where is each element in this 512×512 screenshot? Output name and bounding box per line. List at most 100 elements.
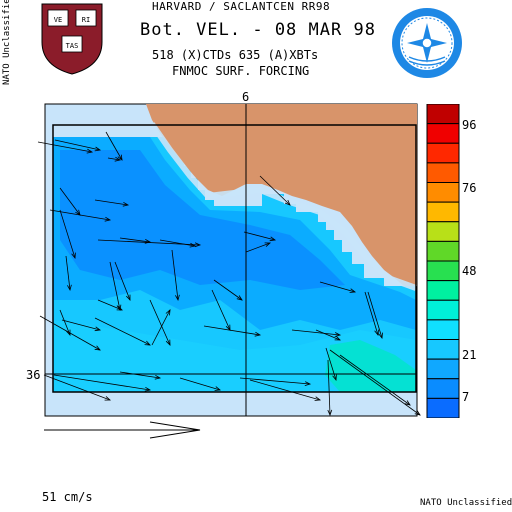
velocity-arrowhead: [254, 331, 262, 337]
velocity-arrowhead: [332, 374, 337, 382]
harvard-shield-icon: VE RI TAS: [41, 3, 103, 75]
header-subtitle: Bot. VEL. - 08 MAR 98: [140, 20, 376, 40]
velocity-vectors: [37, 131, 421, 417]
velocity-vector: [327, 359, 331, 416]
velocity-arrowhead: [67, 284, 72, 292]
classification-bottom: NATO Unclassified: [420, 498, 512, 508]
header-forcing: FNMOC SURF. FORCING: [172, 64, 310, 78]
header-obs-count: 518 (X)CTDs 635 (A)XBTs: [152, 48, 319, 62]
colorbar-level: [426, 162, 460, 184]
velocity-vector: [94, 317, 151, 346]
velocity-vector: [59, 209, 76, 259]
velocity-arrowhead: [165, 339, 171, 346]
domain-frame: [52, 124, 417, 393]
velocity-arrowhead: [144, 340, 151, 346]
velocity-arrowhead: [314, 396, 322, 401]
saclantcen-emblem-icon: [392, 8, 462, 78]
colorbar-level: [426, 142, 460, 164]
velocity-arrowhead: [225, 324, 231, 331]
velocity-vector: [97, 299, 123, 311]
velocity-vector: [114, 261, 131, 301]
colorbar-level: [426, 221, 460, 242]
colorbar-level: [426, 123, 460, 144]
colorbar-level: [426, 182, 460, 203]
colorbar-label-96: 96: [462, 118, 477, 132]
velocity-arrowhead: [194, 242, 202, 248]
velocity-vector: [39, 315, 101, 351]
colorbar-level: [426, 339, 460, 360]
colorbar-level: [426, 240, 460, 262]
scale-vector: [44, 421, 201, 439]
colorbar-level: [426, 280, 460, 301]
colorbar-level: [426, 201, 460, 223]
lon-tick-label: 6: [242, 90, 250, 104]
velocity-vector: [179, 377, 221, 391]
velocity-arrowhead: [334, 335, 341, 341]
velocity-arrowhead: [165, 309, 171, 316]
coastal-shelf: [149, 122, 418, 291]
velocity-vector: [59, 187, 81, 216]
velocity-vector: [203, 325, 261, 336]
velocity-arrowhead: [94, 146, 102, 152]
velocity-arrowhead: [404, 400, 411, 406]
velocity-vector: [325, 347, 337, 381]
colorbar-level: [426, 378, 460, 399]
velocity-arrowhead: [94, 326, 102, 332]
velocity-vector: [243, 231, 276, 241]
velocity-arrowhead: [214, 386, 222, 391]
velocity-vector: [49, 209, 111, 221]
velocity-vector: [65, 255, 71, 291]
velocity-arrowhead: [414, 410, 421, 416]
scale-label: 51 cm/s: [42, 490, 93, 504]
colorbar-label-21: 21: [462, 348, 477, 362]
velocity-arrowhead: [349, 288, 357, 293]
lat-tick-label: 36: [26, 368, 41, 382]
velocity-vector: [37, 141, 93, 153]
velocity-arrowhead: [327, 409, 333, 417]
velocity-vector: [107, 157, 121, 161]
velocity-vector: [213, 279, 243, 301]
velocity-vector: [159, 239, 196, 247]
header-title: HARVARD / SACLANTCEN RR98: [152, 0, 331, 13]
colorbar-level: [426, 358, 460, 380]
velocity-vector: [315, 329, 341, 341]
colorbar-level: [426, 299, 460, 321]
velocity-vector: [367, 291, 383, 339]
colorbar: [426, 104, 460, 418]
velocity-vector: [53, 374, 151, 391]
velocity-arrowhead: [116, 305, 123, 311]
velocity-vector: [119, 237, 151, 243]
velocity-arrowhead: [114, 156, 122, 162]
velocity-arrowhead: [117, 154, 123, 161]
velocity-arrowhead: [154, 374, 162, 380]
velocity-arrowhead: [94, 345, 101, 351]
velocity-vector: [171, 249, 179, 301]
velocity-arrowhead: [304, 381, 312, 386]
velocity-vector: [319, 281, 356, 293]
colorbar-label-48: 48: [462, 264, 477, 278]
velocity-arrowhead: [104, 216, 112, 222]
velocity-vector: [61, 319, 101, 331]
velocity-vector: [151, 309, 171, 346]
velocity-vector: [291, 329, 341, 336]
velocity-arrowhead: [374, 329, 379, 337]
velocity-arrowhead: [122, 201, 130, 207]
velocity-arrowhead: [284, 199, 291, 206]
velocity-vector: [105, 131, 123, 161]
harvard-text-ri: RI: [82, 16, 90, 24]
water-deepest-zone: [60, 150, 345, 290]
velocity-arrowhead: [104, 396, 112, 401]
velocity-vector: [249, 379, 321, 401]
velocity-vector: [239, 377, 311, 385]
velocity-arrowhead: [86, 148, 94, 154]
velocity-arrowhead: [378, 332, 383, 340]
land-area: [146, 104, 417, 286]
velocity-vector: [245, 242, 271, 253]
velocity-vector: [329, 349, 421, 416]
velocity-arrowhead: [175, 294, 180, 302]
velocity-arrowhead: [144, 239, 152, 244]
harvard-text-ve: VE: [54, 16, 62, 24]
colorbar-level: [426, 319, 460, 341]
